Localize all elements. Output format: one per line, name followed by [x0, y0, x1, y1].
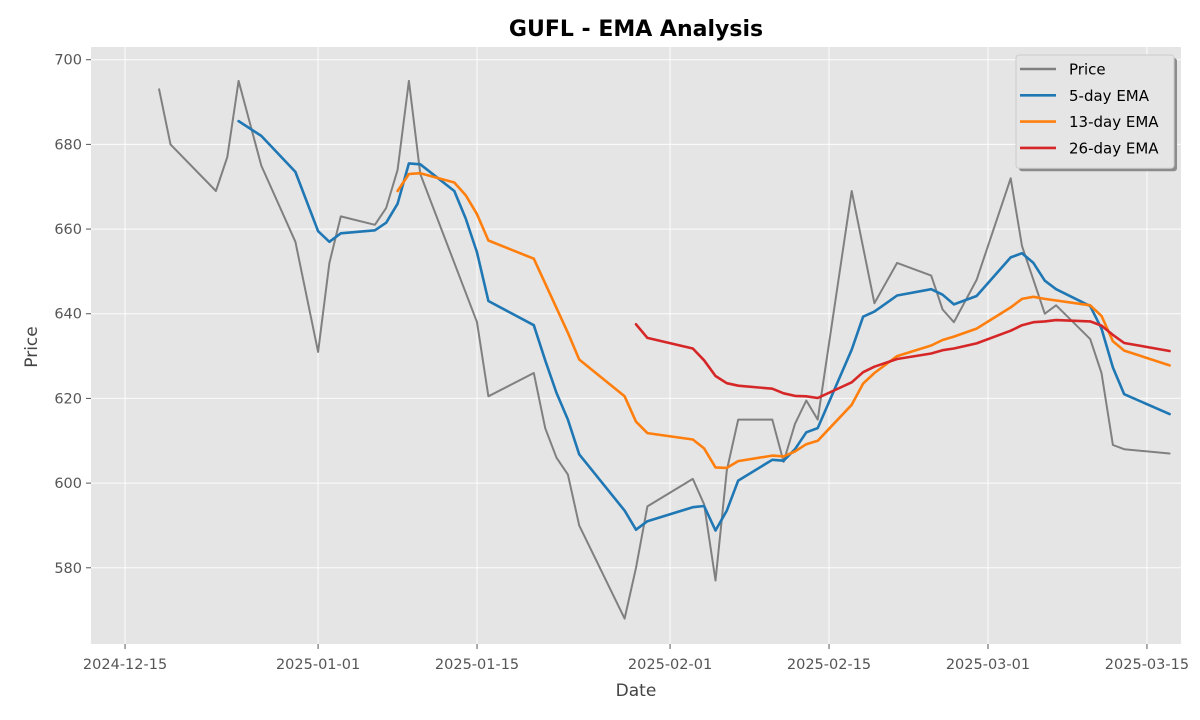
- y-tick-label: 660: [54, 222, 82, 238]
- series-line-13-day-ema: [396, 171, 1171, 470]
- x-tick-label: 2025-02-15: [787, 657, 871, 673]
- legend-box: [1015, 54, 1175, 169]
- x-axis-label: Date: [616, 681, 657, 701]
- series-lines: [158, 79, 1171, 620]
- y-tick-label: 600: [54, 476, 82, 492]
- legend-label: 5-day EMA: [1069, 87, 1150, 105]
- y-tick-label: 580: [54, 561, 82, 577]
- x-tick-label: 2025-02-01: [628, 657, 712, 673]
- y-axis-ticks: 580 600 620 640 660 680 700: [54, 53, 91, 577]
- series-line-5-day-ema: [237, 119, 1171, 532]
- y-tick-label: 620: [54, 391, 82, 407]
- chart-title: GUFL - EMA Analysis: [509, 17, 763, 42]
- legend-label: Price: [1069, 61, 1106, 79]
- legend-label: 26-day EMA: [1069, 139, 1159, 157]
- legend: Price 5-day EMA 13-day EMA 26-day EMA: [1015, 54, 1177, 172]
- series-line-26-day-ema: [634, 318, 1171, 400]
- x-axis-ticks: 2024-12-15 2025-01-01 2025-01-15 2025-02-01…: [83, 644, 1189, 673]
- y-tick-label: 640: [54, 307, 82, 323]
- series-line-price: [158, 79, 1171, 620]
- y-tick-label: 680: [54, 137, 82, 153]
- legend-label: 13-day EMA: [1069, 113, 1159, 131]
- x-tick-label: 2025-03-01: [946, 657, 1030, 673]
- x-tick-label: 2024-12-15: [83, 657, 167, 673]
- x-tick-label: 2025-01-01: [276, 657, 360, 673]
- x-tick-label: 2025-01-15: [435, 657, 519, 673]
- y-tick-label: 700: [54, 53, 82, 69]
- y-axis-label: Price: [22, 326, 42, 367]
- x-tick-label: 2025-03-15: [1105, 657, 1189, 673]
